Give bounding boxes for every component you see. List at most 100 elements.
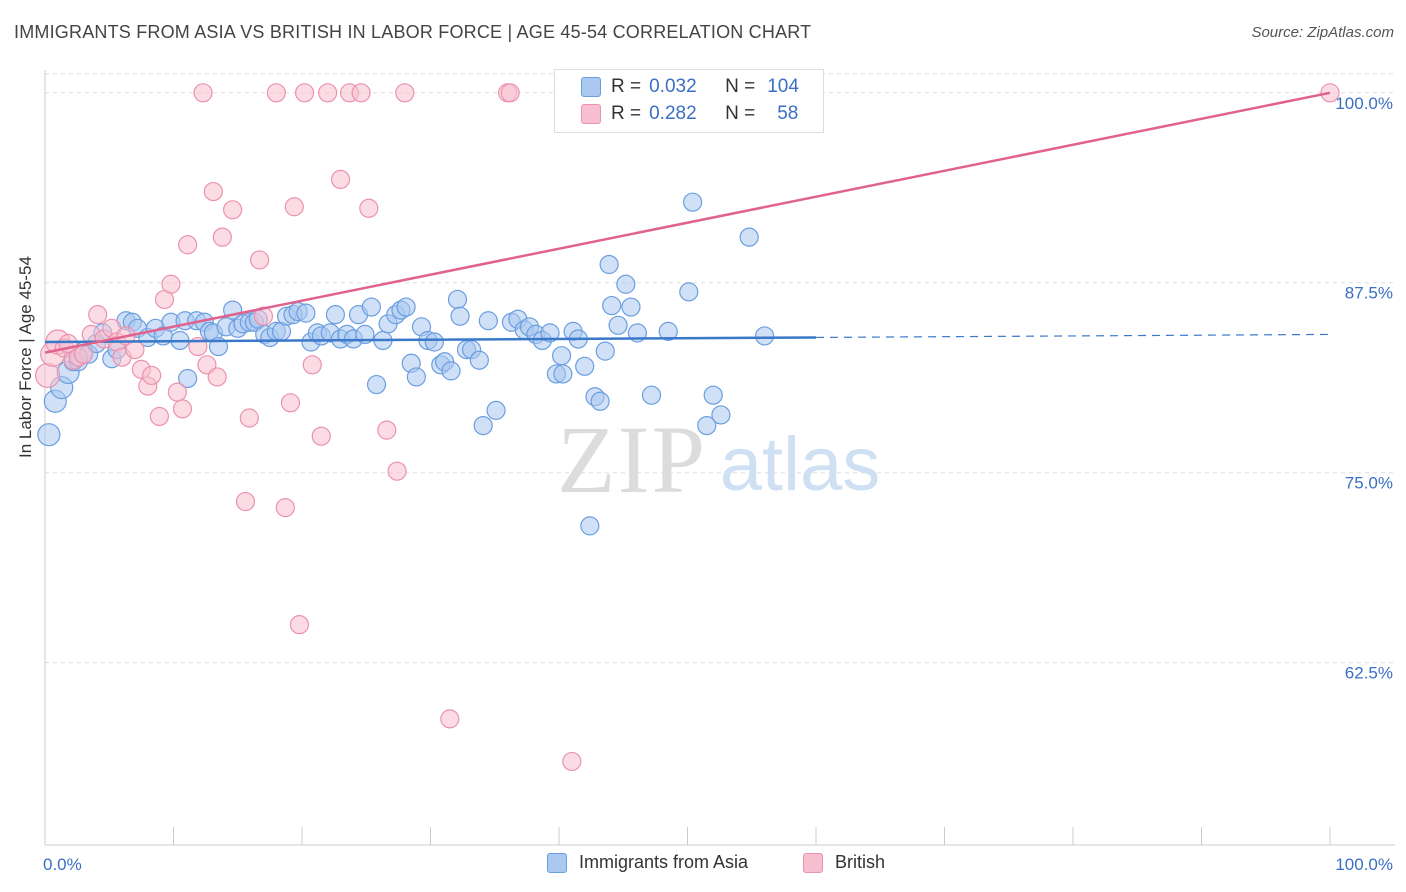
axes <box>44 70 1395 846</box>
data-point-british <box>142 365 162 386</box>
watermark-zip: ZIP <box>557 406 707 513</box>
data-point-british <box>235 491 256 512</box>
data-point-immigrants <box>178 368 198 389</box>
data-point-british <box>161 274 181 294</box>
data-point-immigrants <box>540 323 560 343</box>
data-point-british <box>280 393 301 413</box>
data-point-british <box>318 83 338 103</box>
data-point-immigrants <box>450 306 470 326</box>
y-tick-label: 100.0% <box>1335 94 1393 113</box>
watermark: ZIP atlas <box>557 406 880 513</box>
series-immigrants-from-asia <box>37 192 775 536</box>
data-point-immigrants <box>37 423 61 447</box>
data-point-immigrants <box>679 282 699 302</box>
stats-row-immigrants: R = 0.032 N = 104 <box>581 75 799 99</box>
n-value: 104 <box>767 76 799 97</box>
y-tick-label: 75.0% <box>1345 474 1393 493</box>
data-point-british <box>249 250 270 270</box>
data-point-british <box>562 751 582 772</box>
watermark-atlas: atlas <box>720 422 881 507</box>
n-value: 58 <box>777 103 799 124</box>
r-label: R = <box>611 76 642 97</box>
data-point-immigrants <box>575 356 595 376</box>
data-point-british <box>387 461 407 481</box>
n-label: N = <box>725 103 756 124</box>
y-axis-label: In Labor Force | Age 45-54 <box>16 256 35 458</box>
data-point-british <box>289 615 310 635</box>
data-point-british <box>172 399 193 419</box>
data-point-british <box>167 382 187 402</box>
data-point-immigrants <box>366 374 387 395</box>
data-point-british <box>239 408 259 428</box>
legend-label: British <box>835 852 886 872</box>
r-value: 0.282 <box>649 103 697 124</box>
grid-lines <box>45 73 1395 664</box>
legend-item-immigrants[interactable]: Immigrants from Asia <box>547 852 748 873</box>
data-point-british <box>207 367 227 387</box>
data-point-british <box>212 227 232 247</box>
trend-line-immigrants <box>44 336 817 344</box>
trend-line-british <box>44 91 1331 354</box>
data-point-immigrants <box>296 303 316 323</box>
x-tick-label: 0.0% <box>43 855 82 874</box>
data-point-immigrants <box>754 326 775 346</box>
y-tick-label: 87.5% <box>1345 284 1393 303</box>
data-point-immigrants <box>590 391 610 411</box>
data-point-british <box>275 498 295 518</box>
legend-item-british[interactable]: British <box>803 852 885 873</box>
data-point-british <box>73 344 94 364</box>
data-point-immigrants <box>361 297 381 317</box>
legend-swatch-blue <box>581 77 601 97</box>
data-point-immigrants <box>441 361 461 381</box>
data-point-british <box>500 83 520 103</box>
data-point-immigrants <box>551 346 572 366</box>
data-point-immigrants <box>595 341 615 361</box>
data-point-immigrants <box>697 415 717 436</box>
data-point-immigrants <box>683 192 703 212</box>
data-point-british <box>88 305 108 325</box>
tick-labels: 62.5% 75.0% 87.5% 100.0% 0.0% 100.0% <box>43 94 1393 874</box>
data-point-british <box>266 83 286 103</box>
data-point-immigrants <box>325 305 346 325</box>
data-point-british <box>359 198 379 218</box>
data-point-immigrants <box>711 405 731 425</box>
data-point-immigrants <box>599 254 619 275</box>
legend-swatch-pink <box>803 852 823 873</box>
stats-legend: R = 0.032 N = 104 R = 0.282 N = 58 <box>554 69 824 133</box>
data-point-immigrants <box>553 364 573 384</box>
chart-title: IMMIGRANTS FROM ASIA VS BRITISH IN LABOR… <box>14 22 812 42</box>
data-point-british <box>302 355 322 375</box>
r-value: 0.032 <box>649 76 697 97</box>
data-point-immigrants <box>580 516 600 536</box>
data-point-immigrants <box>602 295 622 316</box>
data-point-british <box>193 83 213 103</box>
legend-swatch-pink <box>581 104 601 124</box>
data-point-british <box>284 197 304 217</box>
data-point-british <box>311 426 331 446</box>
trend-lines <box>44 91 1331 354</box>
data-point-immigrants <box>473 415 493 436</box>
trend-line-immigrants-dashed <box>815 333 1331 339</box>
data-point-immigrants <box>424 332 444 352</box>
n-label: N = <box>725 76 756 97</box>
data-point-immigrants <box>608 315 628 335</box>
x-tick-label: 100.0% <box>1335 855 1393 874</box>
data-point-immigrants <box>469 350 489 370</box>
data-point-immigrants <box>486 400 506 420</box>
data-point-immigrants <box>406 367 426 387</box>
data-point-british <box>34 362 61 389</box>
source-label: Source: ZipAtlas.com <box>1251 24 1394 41</box>
data-point-immigrants <box>703 385 723 405</box>
r-label: R = <box>611 103 642 124</box>
legend-label: Immigrants from Asia <box>579 852 749 872</box>
data-point-british <box>253 306 274 326</box>
data-point-british <box>395 83 415 103</box>
data-point-immigrants <box>478 311 498 331</box>
data-point-immigrants <box>739 227 759 247</box>
y-tick-label: 62.5% <box>1345 664 1393 683</box>
data-point-immigrants <box>616 274 636 294</box>
data-point-british <box>149 406 169 427</box>
data-point-british <box>330 169 351 190</box>
data-point-british <box>440 709 460 729</box>
